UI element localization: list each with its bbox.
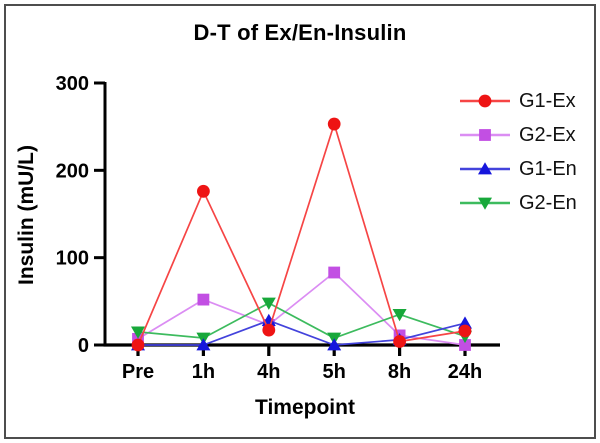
series-line-g1-ex — [137, 121, 466, 346]
legend-marker-g1-ex-icon — [460, 94, 510, 108]
legend-entry-g2-en: G2-En — [460, 190, 577, 216]
data-point-g2-en-pre — [131, 326, 145, 339]
chart-title: D-T of Ex/En-Insulin — [193, 20, 407, 45]
data-point-g1-ex-8h — [393, 335, 406, 348]
y-tick-label: 100 — [56, 248, 89, 270]
x-tick-label: 24h — [448, 361, 482, 383]
data-point-g1-en-24h — [458, 316, 472, 329]
data-point-g1-ex-1h — [197, 184, 210, 198]
data-point-g2-ex-1h — [197, 293, 210, 306]
data-point-g2-en-8h — [392, 309, 407, 322]
data-point-g1-ex-24h — [458, 324, 472, 338]
data-point-g2-en-4h — [261, 297, 276, 310]
y-tick-label: 300 — [56, 73, 89, 95]
series-g1-ex — [131, 117, 472, 352]
legend-marker-g2-ex-icon — [460, 129, 510, 141]
x-tick-label: Pre — [122, 361, 154, 383]
legend-label-g1-ex: G1-Ex — [519, 89, 576, 112]
legend-label-g1-en: G1-En — [519, 157, 577, 180]
y-tick-label: 0 — [78, 335, 89, 357]
legend-marker-g1-en-icon — [460, 162, 510, 175]
legend-label-g2-ex: G2-Ex — [519, 123, 576, 146]
data-point-g2-ex-24h — [459, 339, 471, 351]
x-tick-label: 5h — [323, 361, 346, 383]
y-tick-label: 200 — [56, 160, 89, 182]
series-line-g2-ex — [137, 271, 466, 346]
legend-entry-g1-ex: G1-Ex — [460, 88, 577, 114]
legend-marker-g1-ex — [478, 94, 492, 108]
data-point-g1-ex-4h — [262, 323, 276, 337]
data-point-g1-en-1h — [196, 338, 211, 351]
legend-marker-g2-en-icon — [460, 197, 510, 210]
series-line-g2-en — [137, 302, 466, 339]
legend-entry-g1-en: G1-En — [460, 156, 577, 182]
legend-marker-g2-en — [478, 197, 492, 210]
data-point-g2-ex-5h — [328, 266, 341, 279]
legend-marker-g2-ex — [479, 129, 491, 141]
data-point-g1-ex-pre — [131, 338, 145, 352]
x-tick-label: 1h — [192, 361, 215, 383]
series-line-g1-en — [138, 319, 466, 346]
data-point-g1-ex-5h — [327, 117, 341, 131]
x-tick-label: 8h — [388, 361, 411, 383]
legend-entry-g2-ex: G2-Ex — [460, 122, 577, 148]
legend-marker-g1-en — [478, 162, 492, 175]
legend-label-g2-en: G2-En — [519, 191, 577, 214]
chart-legend: G1-Ex G2-Ex G1-En G2-En — [460, 88, 577, 224]
x-tick-label: 4h — [257, 361, 280, 383]
data-point-g1-en-5h — [327, 338, 342, 351]
x-axis-title: Timepoint — [255, 396, 355, 419]
y-axis-title: Insulin (mU/L) — [15, 145, 38, 285]
